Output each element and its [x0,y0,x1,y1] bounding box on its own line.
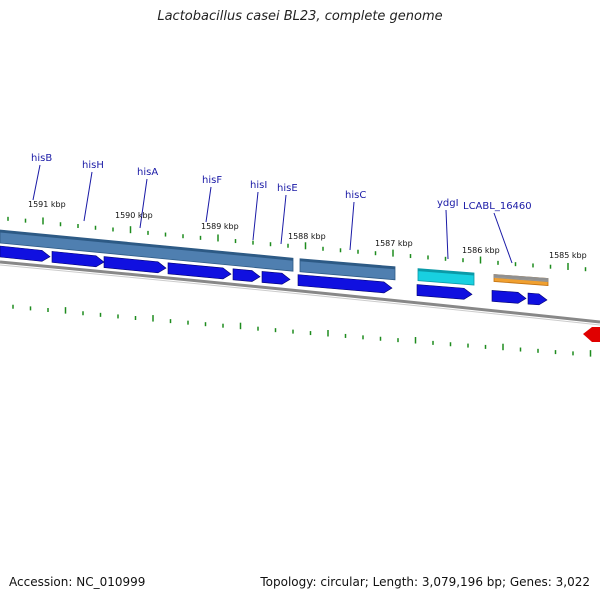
kbp-label: 1587 kbp [375,239,413,248]
cds-arrow [297,274,393,294]
outer-tick-track [12,304,592,357]
backbone-shadow [0,264,600,326]
inner-tick-track [7,216,587,272]
gene-feature-track [0,229,549,286]
map-title: Lactobacillus casei BL23, complete genom… [157,9,443,24]
cds-arrow [103,256,167,274]
cds-arrow [167,262,232,280]
leader-line [205,186,212,223]
genome-backbone [0,260,600,324]
leader-line [83,171,93,222]
cds-arrow [0,245,51,262]
leader-line [349,201,355,251]
gene-label-hisI: hisI [250,180,267,191]
gene-label-hisE: hisE [277,183,298,194]
gene-bar [299,258,396,281]
gene-label-hisF: hisF [202,175,222,186]
cds-arrow [491,290,527,304]
gene-bar-edge [300,258,395,270]
leader-line [493,212,513,264]
cds-feature-track [0,245,548,306]
kbp-label: 1585 kbp [549,251,587,260]
kbp-label: 1589 kbp [201,222,239,231]
cds-arrow [232,268,261,282]
red-feature-arrow [583,327,600,342]
cds-arrow [261,271,291,285]
leader-line [252,191,259,241]
kbp-label: 1586 kbp [462,246,500,255]
gene-label-hisC: hisC [345,190,366,201]
gene-bar-edge [0,230,293,261]
cds-arrow [51,251,105,268]
cds-arrow [416,284,473,300]
accession-label: Accession: NC_010999 [9,575,146,589]
gene-label-hisA: hisA [137,167,158,178]
kbp-label-group: 1591 kbp 1590 kbp 1589 kbp 1588 kbp 1587 kbp… [28,200,587,260]
gene-label-hisB: hisB [31,153,52,164]
gene-label-leaders [32,164,513,264]
cds-arrow [527,292,548,306]
gene-label-group: hisB hisH hisA hisF hisI hisE hisC ydgI LCABL_16… [31,153,532,212]
gene-bar-edge [494,274,548,282]
gene-label-ydgI: ydgI [437,198,459,209]
topology-label: Topology: circular; Length: 3,079,196 bp… [260,575,590,589]
leader-line [139,178,148,229]
kbp-label: 1590 kbp [115,211,153,220]
leader-line [445,209,449,260]
gene-label-hisH: hisH [82,160,104,171]
kbp-label: 1591 kbp [28,200,66,209]
kbp-label: 1588 kbp [288,232,326,241]
gene-bar-edge [418,268,474,276]
leader-line [280,194,287,245]
gene-label-LCABL_16460: LCABL_16460 [463,201,532,212]
leader-line [32,164,41,201]
